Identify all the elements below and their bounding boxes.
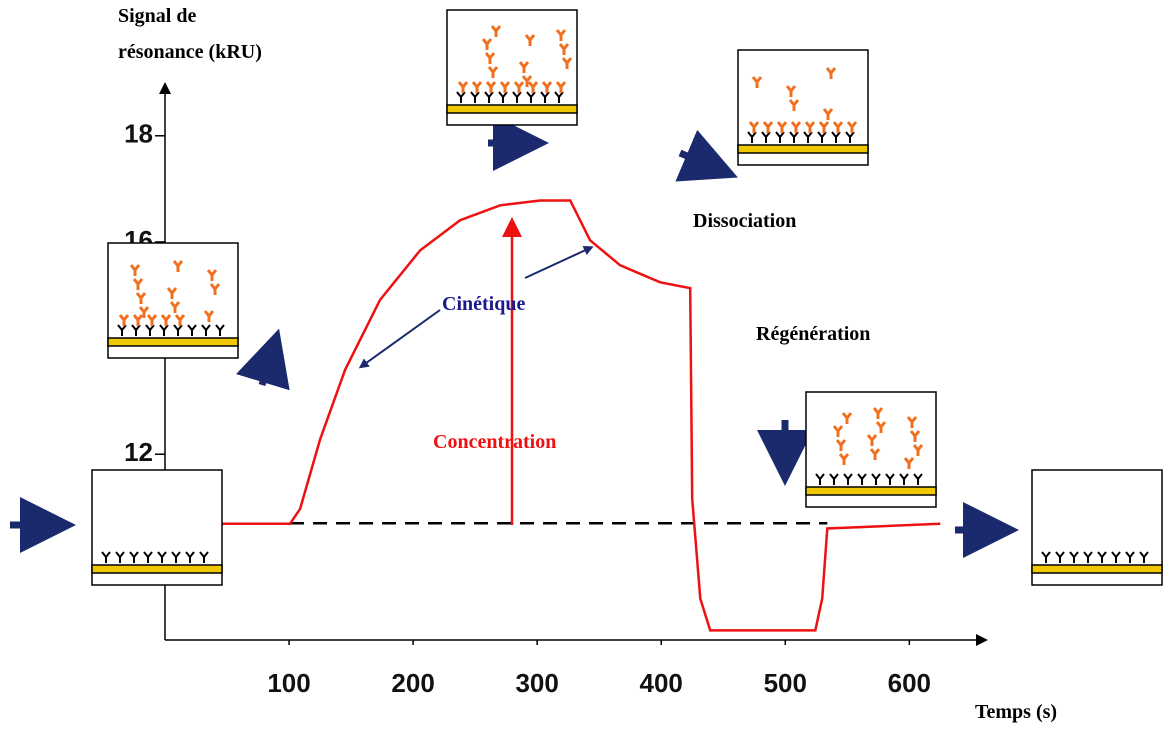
annotation: Régénération <box>756 323 870 345</box>
flow-arrow <box>236 328 290 391</box>
analytes <box>832 407 924 469</box>
gold-layer <box>737 144 869 154</box>
gold-layer <box>91 564 223 574</box>
x-axis-label: Temps (s) <box>975 701 1057 723</box>
analytes <box>118 260 221 326</box>
x-tick-label: 300 <box>515 668 558 698</box>
sensor-chip <box>805 391 937 508</box>
ligands <box>747 131 855 143</box>
sensor-chip <box>446 9 578 126</box>
y-tick-label: 12 <box>124 437 153 467</box>
illustrations <box>10 9 1163 586</box>
analytes <box>748 67 858 133</box>
sensor-chip <box>107 242 239 359</box>
annotation: Cinétique <box>442 293 525 315</box>
analytes <box>457 25 573 93</box>
x-tick-label: 600 <box>888 668 931 698</box>
sensorgram <box>222 199 941 632</box>
annotation: Dissociation <box>693 210 796 232</box>
ligands <box>456 91 564 103</box>
x-tick-label: 400 <box>640 668 683 698</box>
kinetic-arrow <box>358 309 441 369</box>
sensor-chip <box>91 469 223 586</box>
annotation: Concentration <box>433 431 556 453</box>
kinetic-arrow <box>524 245 594 279</box>
ligands <box>117 324 225 336</box>
x-tick-label: 500 <box>764 668 807 698</box>
x-tick-label: 100 <box>267 668 310 698</box>
ligands <box>1041 551 1149 563</box>
gold-layer <box>1031 564 1163 574</box>
ligands <box>101 551 209 563</box>
y-axis-label: résonance (kRU) <box>118 41 262 63</box>
y-tick-label: 18 <box>124 119 153 149</box>
gold-layer <box>805 486 937 496</box>
ligands <box>815 473 923 485</box>
gold-layer <box>446 104 578 114</box>
sensor-chip <box>1031 469 1163 586</box>
sensor-chip <box>737 49 869 166</box>
x-tick-label: 200 <box>391 668 434 698</box>
y-axis-label: Signal de <box>118 5 196 27</box>
plot <box>222 199 941 632</box>
gold-layer <box>107 337 239 347</box>
flow-arrow <box>675 129 738 182</box>
